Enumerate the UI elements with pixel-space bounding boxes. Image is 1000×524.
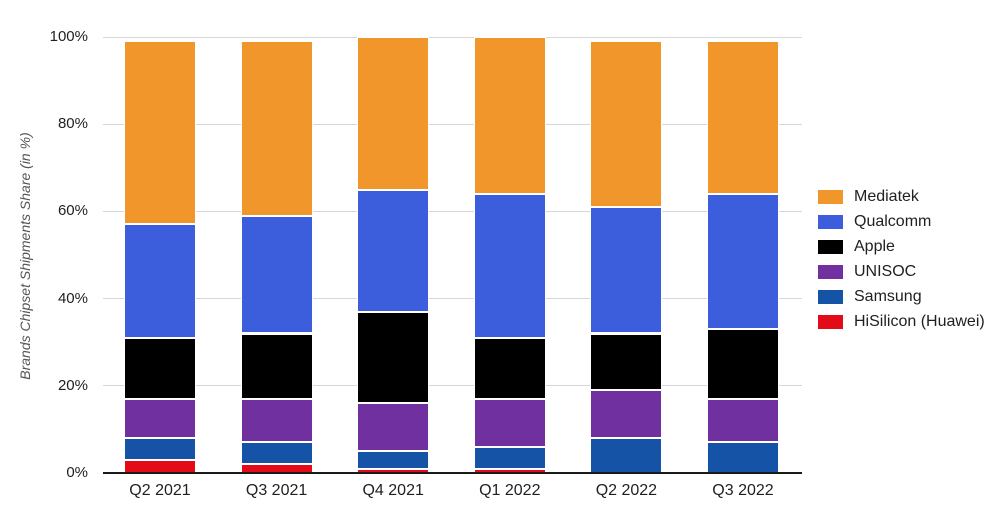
bar-segment[interactable] bbox=[473, 37, 546, 194]
bar-segment[interactable] bbox=[590, 333, 663, 391]
legend-item: HiSilicon (Huawei) bbox=[818, 309, 985, 334]
bar-segment[interactable] bbox=[473, 446, 546, 469]
legend-label: Mediatek bbox=[854, 187, 919, 205]
plot-area bbox=[103, 36, 802, 474]
legend-swatch bbox=[818, 289, 843, 304]
bar-segment[interactable] bbox=[357, 403, 430, 452]
gridline-40 bbox=[103, 298, 802, 300]
x-tick-label: Q3 2022 bbox=[712, 482, 774, 499]
bar-segment[interactable] bbox=[707, 41, 779, 194]
bar-segment[interactable] bbox=[240, 398, 313, 443]
gridline-60 bbox=[103, 210, 802, 212]
x-tick-label: Q1 2022 bbox=[479, 482, 541, 499]
x-tick-label: Q2 2022 bbox=[595, 482, 658, 499]
gridline-20 bbox=[103, 385, 802, 387]
legend-label: Samsung bbox=[854, 287, 922, 305]
bar-segment[interactable] bbox=[707, 442, 779, 473]
bar-segment[interactable] bbox=[473, 398, 546, 447]
bar-segment[interactable] bbox=[590, 207, 663, 334]
bar-segment[interactable] bbox=[357, 451, 430, 469]
y-tick-label: 0% bbox=[66, 464, 88, 481]
legend-swatch bbox=[818, 314, 843, 329]
bar-segment[interactable] bbox=[357, 311, 430, 404]
y-axis-title: Brands Chipset Shipments Share (in %) bbox=[17, 132, 33, 380]
bar-segment[interactable] bbox=[240, 442, 313, 465]
y-tick-label: 60% bbox=[57, 202, 88, 220]
legend-item: UNISOC bbox=[818, 259, 985, 284]
bar-segment[interactable] bbox=[357, 37, 430, 190]
bar-segment[interactable] bbox=[240, 215, 313, 334]
x-axis-line bbox=[103, 472, 802, 474]
bar-segment[interactable] bbox=[473, 337, 546, 399]
x-tick-label: Q2 2021 bbox=[129, 482, 191, 499]
bar-segment[interactable] bbox=[124, 398, 196, 439]
bar-segment[interactable] bbox=[707, 398, 779, 443]
legend-label: UNISOC bbox=[854, 262, 917, 280]
bar-segment[interactable] bbox=[707, 329, 779, 399]
y-tick-label: 40% bbox=[57, 289, 88, 307]
bar-segment[interactable] bbox=[124, 41, 196, 225]
legend-label: Apple bbox=[854, 237, 895, 255]
bar-segment[interactable] bbox=[357, 189, 430, 312]
bar-segment[interactable] bbox=[124, 438, 196, 460]
legend-item: Apple bbox=[818, 234, 985, 259]
gridline-100 bbox=[103, 36, 802, 38]
bar-segment[interactable] bbox=[590, 390, 663, 439]
bar-segment[interactable] bbox=[707, 193, 779, 330]
legend-swatch bbox=[818, 239, 843, 254]
legend-item: Qualcomm bbox=[818, 209, 985, 234]
legend-item: Samsung bbox=[818, 284, 985, 309]
bar-segment[interactable] bbox=[124, 337, 196, 399]
legend-swatch bbox=[818, 214, 843, 229]
gridline-80 bbox=[103, 123, 802, 125]
bar-segment[interactable] bbox=[124, 224, 196, 338]
y-tick-label: 100% bbox=[49, 28, 88, 45]
legend: Mediatek Qualcomm Apple UNISOC Samsung HiSili… bbox=[818, 184, 985, 334]
legend-label: HiSilicon (Huawei) bbox=[854, 312, 985, 330]
legend-swatch bbox=[818, 189, 843, 204]
y-tick-label: 80% bbox=[57, 115, 88, 133]
bar-segment[interactable] bbox=[590, 41, 663, 208]
legend-label: Qualcomm bbox=[854, 212, 932, 230]
bar-segment[interactable] bbox=[473, 193, 546, 338]
y-tick-label: 20% bbox=[57, 376, 88, 394]
bar-segment[interactable] bbox=[240, 41, 313, 216]
legend-item: Mediatek bbox=[818, 184, 985, 209]
bar-segment[interactable] bbox=[590, 438, 663, 473]
bar-segment[interactable] bbox=[240, 333, 313, 399]
x-tick-label: Q4 2021 bbox=[362, 482, 424, 499]
legend-swatch bbox=[818, 264, 843, 279]
x-tick-label: Q3 2021 bbox=[245, 482, 308, 499]
